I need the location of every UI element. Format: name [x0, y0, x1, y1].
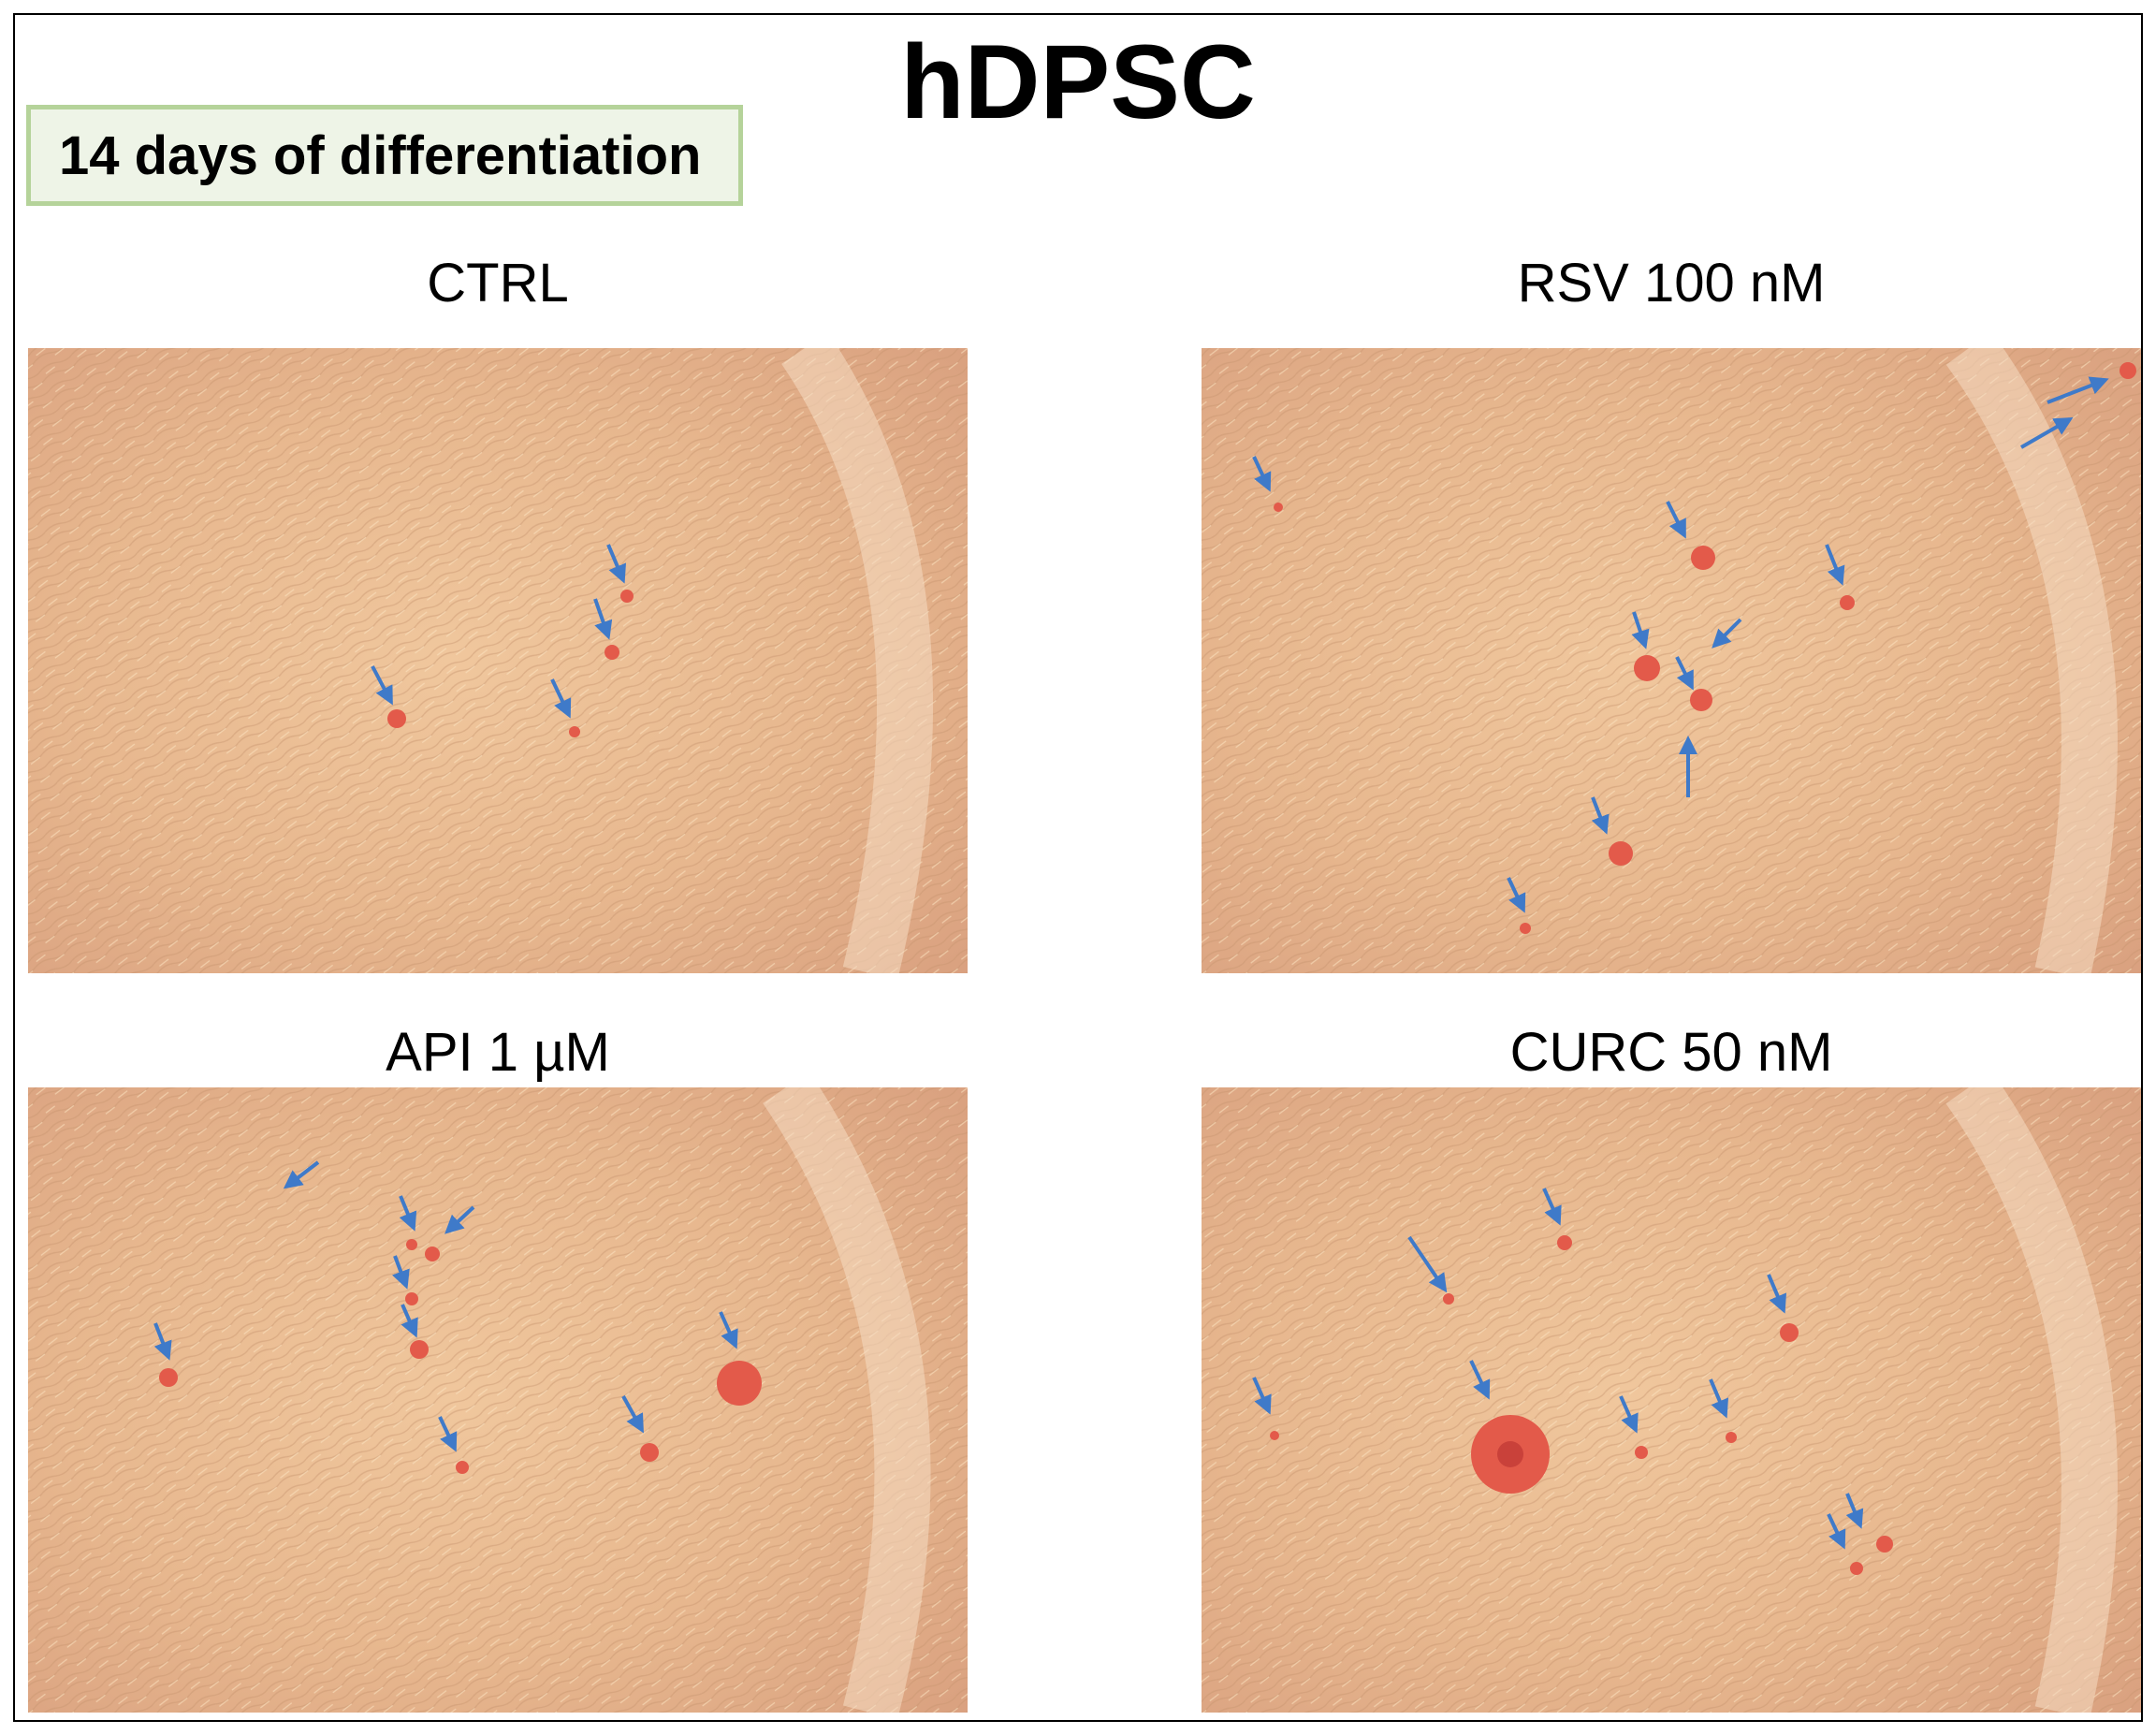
- micrograph-api: [28, 1087, 968, 1713]
- panel-label-rsv: RSV 100 nM: [1517, 253, 1826, 313]
- panel-label-curc: CURC 50 nM: [1509, 1022, 1833, 1083]
- arrow-markers: [1252, 1188, 1864, 1550]
- arrow-markers: [371, 544, 627, 719]
- panel-label-ctrl: CTRL: [427, 253, 569, 313]
- stain-nodules: [1274, 362, 2136, 934]
- arrow-markers: [1252, 376, 2109, 913]
- micrograph-ctrl: [28, 348, 968, 973]
- stain-nodules: [387, 590, 634, 737]
- micrograph-rsv: [1202, 348, 2141, 973]
- panel-label-api: API 1 µM: [386, 1022, 610, 1083]
- arrow-markers: [153, 1160, 738, 1452]
- micrograph-curc: [1202, 1087, 2141, 1713]
- figure-frame: [13, 13, 2143, 1722]
- stain-nodules: [1270, 1235, 1893, 1575]
- figure-title: hDPSC: [900, 23, 1256, 140]
- subtitle-box: 14 days of differentiation: [26, 105, 743, 206]
- stain-nodules: [159, 1239, 762, 1474]
- subtitle-text: 14 days of differentiation: [59, 124, 702, 186]
